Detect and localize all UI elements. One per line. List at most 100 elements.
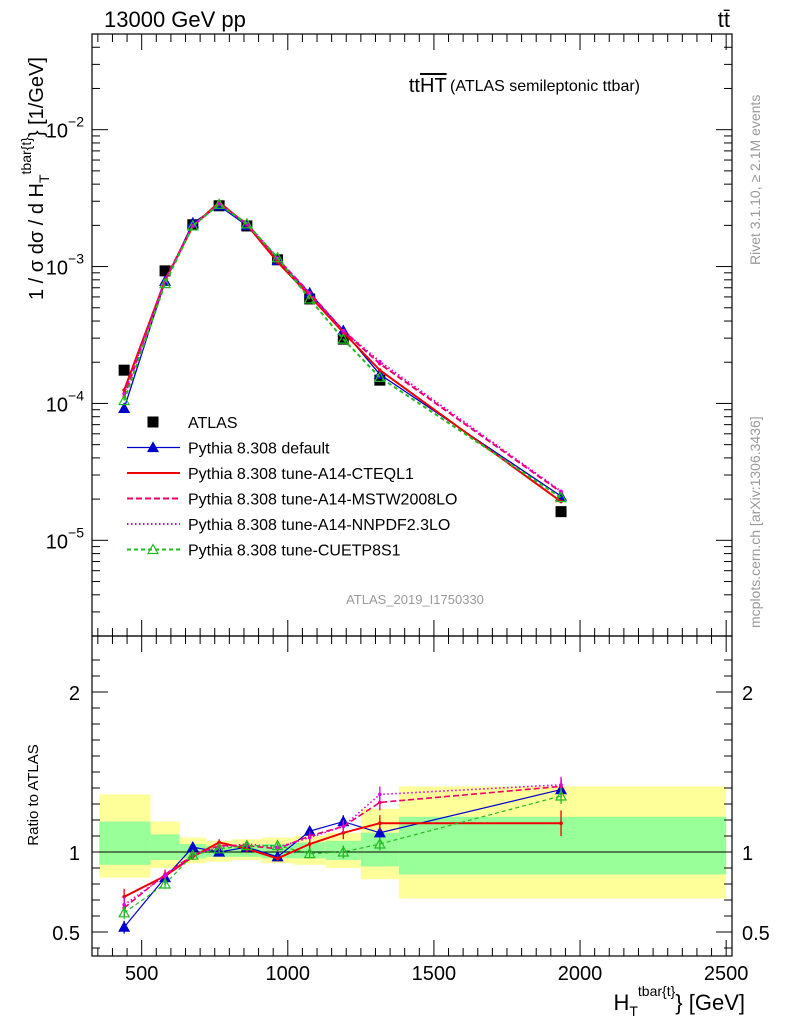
plot-title-suffix: (ATLAS semileptonic ttbar) bbox=[450, 78, 640, 95]
ratio-point bbox=[159, 877, 172, 889]
ylabel-sup: tbar{t} bbox=[18, 137, 34, 175]
plot-title-overline: HT bbox=[420, 75, 447, 97]
data-point bbox=[118, 394, 131, 406]
y-tick-label: 10−2 bbox=[46, 114, 84, 143]
legend-label: Pythia 8.308 default bbox=[188, 441, 330, 458]
plot-title-main: tt bbox=[409, 75, 421, 97]
main-plot-area bbox=[118, 198, 568, 518]
analysis-id: ATLAS_2019_I1750330 bbox=[346, 592, 484, 607]
ratio-y-tick-label: 1 bbox=[69, 843, 80, 865]
x-tick-label: 2000 bbox=[558, 963, 603, 985]
ratio-point bbox=[275, 856, 280, 861]
data-point bbox=[373, 371, 386, 382]
process-label: tt̄ bbox=[718, 7, 730, 32]
x-tick-label: 2500 bbox=[704, 963, 749, 985]
main-y-ticks bbox=[92, 33, 732, 637]
data-point bbox=[378, 368, 382, 372]
main-panel: 10−5 10−4 10−3 10−2 tt HT (ATLAS semilepton… bbox=[18, 33, 733, 637]
data-point bbox=[341, 328, 346, 333]
ratio-frame bbox=[91, 635, 733, 957]
ratio-point bbox=[213, 842, 226, 854]
ylabel-prefix: 1 / σ dσ / d H bbox=[26, 183, 48, 300]
ratio-point bbox=[271, 839, 284, 851]
x-tick-label: 1500 bbox=[412, 963, 457, 985]
y-tick-label: 10−5 bbox=[46, 524, 84, 553]
ratio-y-tick-label-right: 1 bbox=[742, 843, 753, 865]
ratio-point bbox=[240, 839, 253, 851]
ratio-line bbox=[123, 822, 562, 898]
ratio-point bbox=[307, 835, 312, 840]
y-tick-label: 10−3 bbox=[46, 251, 84, 280]
ratio-point bbox=[118, 920, 131, 932]
ratio-y-tick-label: 2 bbox=[69, 683, 80, 705]
data-point bbox=[378, 359, 382, 364]
legend-label: Pythia 8.308 tune-A14-NNPDF2.3LO bbox=[188, 517, 450, 534]
ratio-point bbox=[559, 821, 563, 825]
ratio-y-tick-label-right: 0.5 bbox=[742, 923, 770, 945]
data-point bbox=[118, 402, 131, 413]
ratio-point bbox=[118, 906, 131, 918]
legend-entry-5: Pythia 8.308 tune-CUETP8S1 bbox=[127, 543, 401, 560]
main-y-tick-labels: 10−5 10−4 10−3 10−2 bbox=[46, 114, 84, 554]
band-green bbox=[99, 821, 151, 865]
series-line bbox=[123, 203, 562, 499]
data-point bbox=[118, 364, 130, 376]
x-tick-label: 1000 bbox=[266, 963, 311, 985]
series-5 bbox=[118, 198, 568, 503]
series-4 bbox=[122, 202, 563, 494]
legend-marker bbox=[147, 416, 159, 428]
ratio-point bbox=[303, 847, 316, 859]
legend-entry-0: ATLAS bbox=[147, 415, 238, 432]
ratio-point bbox=[378, 821, 382, 825]
ratio-point bbox=[559, 783, 563, 787]
ratio-point bbox=[186, 848, 199, 860]
legend-marker bbox=[146, 441, 160, 453]
ratio-y-tick-label: 0.5 bbox=[52, 923, 80, 945]
legend-entry-2: Pythia 8.308 tune-A14-CTEQL1 bbox=[127, 466, 414, 483]
ratio-point bbox=[378, 792, 382, 797]
ratio-point bbox=[373, 826, 386, 838]
ylabel-suffix: } [1/GeV] bbox=[26, 57, 48, 137]
svg-text:1 / σ dσ / d HTtbar{t}} [1/GeV: 1 / σ dσ / d HTtbar{t}} [1/GeV] bbox=[18, 57, 52, 300]
legend-marker bbox=[146, 543, 160, 555]
ratio-point bbox=[337, 845, 350, 857]
ratio-point bbox=[163, 874, 167, 878]
data-point bbox=[159, 265, 171, 277]
legend-label: Pythia 8.308 tune-A14-CTEQL1 bbox=[188, 466, 414, 483]
series-line bbox=[123, 202, 562, 493]
legend-label: Pythia 8.308 tune-CUETP8S1 bbox=[188, 543, 401, 560]
x-tick-label: 500 bbox=[125, 963, 158, 985]
ratio-line bbox=[123, 784, 562, 906]
main-y-axis-label: 1 / σ dσ / d HTtbar{t}} [1/GeV] bbox=[18, 57, 52, 300]
ratio-point bbox=[122, 903, 126, 907]
data-point bbox=[374, 374, 386, 386]
ratio-uncertainty-bands bbox=[99, 786, 727, 899]
data-point bbox=[337, 332, 350, 344]
data-point bbox=[555, 491, 568, 503]
band-green bbox=[398, 816, 727, 875]
ratio-line bbox=[123, 795, 562, 914]
legend-entry-3: Pythia 8.308 tune-A14-MSTW2008LO bbox=[127, 492, 457, 509]
energy-label: 13000 GeV pp bbox=[104, 7, 246, 32]
ratio-line bbox=[123, 785, 562, 909]
data-point bbox=[559, 489, 563, 494]
data-point bbox=[271, 251, 284, 263]
data-point bbox=[122, 391, 126, 396]
rivet-label: Rivet 3.1.10, ≥ 2.1M events bbox=[747, 95, 763, 265]
ratio-ticks bbox=[92, 636, 732, 956]
legend-label: Pythia 8.308 tune-A14-MSTW2008LO bbox=[188, 492, 457, 509]
ratio-tick-labels: 500 1000 1500 2000 2500 0.5 0.5 1 1 2 2 bbox=[52, 683, 770, 985]
series-2 bbox=[122, 200, 563, 504]
ratio-point bbox=[555, 789, 568, 801]
data-point bbox=[555, 506, 567, 518]
legend-label: ATLAS bbox=[188, 415, 238, 432]
data-point bbox=[303, 292, 316, 304]
data-point bbox=[213, 198, 226, 209]
legend-entry-1: Pythia 8.308 default bbox=[127, 441, 330, 458]
ylabel-sub: T bbox=[36, 174, 52, 183]
ratio-y-axis-label: Ratio to ATLAS bbox=[25, 744, 42, 845]
band-green bbox=[150, 834, 180, 860]
x-axis-label: HTtbar{t}} [GeV] bbox=[613, 983, 745, 1019]
ratio-point bbox=[341, 824, 346, 829]
